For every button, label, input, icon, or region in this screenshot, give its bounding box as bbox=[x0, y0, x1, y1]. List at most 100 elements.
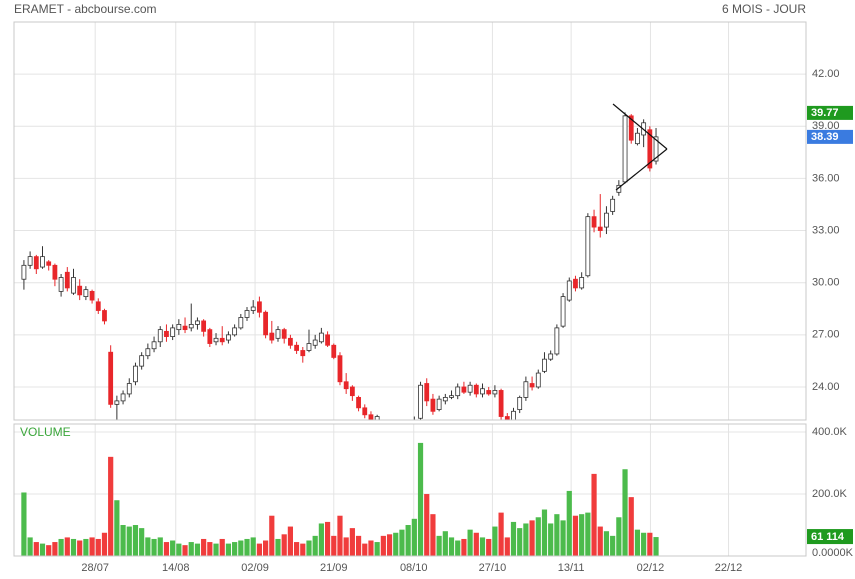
candle-body bbox=[102, 310, 107, 322]
candle-body bbox=[182, 325, 188, 331]
volume-bar bbox=[58, 538, 64, 556]
volume-bar bbox=[139, 528, 145, 556]
candle-body bbox=[269, 332, 275, 341]
volume-bar bbox=[399, 529, 405, 556]
volume-bar bbox=[430, 514, 436, 556]
candle-body bbox=[21, 264, 27, 280]
candle-body bbox=[388, 434, 392, 443]
candle-body bbox=[511, 410, 516, 420]
y2-tick-label: 0.0000K bbox=[812, 547, 854, 559]
volume-bar bbox=[95, 538, 101, 556]
candle-body bbox=[120, 393, 126, 402]
volume-bar bbox=[114, 500, 120, 556]
volume-bar bbox=[232, 542, 238, 556]
volume-bar bbox=[188, 542, 194, 556]
axis-labels: 24.00 27.00 30.00 33.00 36.00 39.00 42.00 0.000… bbox=[81, 68, 853, 574]
candle-body bbox=[412, 422, 416, 429]
x-tick-label: 28/07 bbox=[81, 562, 109, 574]
candle-body bbox=[318, 332, 324, 343]
candle-body bbox=[566, 280, 572, 301]
candle-body bbox=[368, 414, 374, 420]
candle-body bbox=[455, 386, 461, 397]
candle-body bbox=[157, 329, 163, 343]
candle-body bbox=[635, 132, 640, 145]
candle-body bbox=[653, 136, 659, 162]
candle-body bbox=[58, 277, 64, 292]
candle-body bbox=[498, 390, 504, 417]
candle-body bbox=[275, 329, 281, 339]
price-tag-label: 38.39 bbox=[811, 131, 839, 143]
candle-body bbox=[343, 381, 349, 390]
candle-body bbox=[126, 383, 132, 395]
y-tick-label: 33.00 bbox=[812, 224, 840, 236]
volume-title: VOLUME bbox=[20, 425, 71, 439]
candle-body bbox=[597, 226, 603, 231]
volume-bar bbox=[610, 535, 616, 556]
volume-bar bbox=[498, 512, 504, 556]
candles bbox=[21, 112, 659, 443]
candle-body bbox=[306, 343, 312, 351]
volume-bar bbox=[405, 525, 411, 556]
volume-bar bbox=[70, 538, 77, 556]
volume-bar bbox=[219, 538, 225, 556]
volume-bar bbox=[554, 514, 560, 556]
candle-body bbox=[195, 320, 200, 325]
candle-body bbox=[257, 301, 262, 313]
volume-bar bbox=[479, 537, 486, 556]
volume-bar bbox=[27, 537, 33, 556]
volume-bar bbox=[225, 543, 232, 556]
volume-bar bbox=[101, 532, 108, 556]
volume-bar bbox=[591, 473, 597, 556]
candle-body bbox=[628, 115, 634, 141]
candle-body bbox=[27, 256, 33, 266]
volume-bar bbox=[492, 526, 498, 556]
candle-body bbox=[436, 398, 442, 410]
candle-body bbox=[573, 278, 578, 289]
y-tick-label: 30.00 bbox=[812, 277, 840, 289]
x-tick-label: 08/10 bbox=[400, 562, 428, 574]
candle-body bbox=[604, 212, 609, 228]
candle-body bbox=[188, 324, 194, 329]
candle-body bbox=[492, 390, 498, 395]
candle-body bbox=[486, 390, 492, 395]
price-grid bbox=[14, 22, 806, 420]
candle-body bbox=[176, 324, 182, 331]
candle-body bbox=[33, 256, 39, 270]
x-tick-label: 27/10 bbox=[479, 562, 507, 574]
candle-body bbox=[77, 285, 83, 296]
volume-bar bbox=[108, 456, 114, 556]
candle-body bbox=[170, 327, 176, 337]
volume-bar bbox=[89, 537, 95, 556]
candle-body bbox=[585, 216, 591, 277]
candle-body bbox=[467, 384, 473, 393]
volume-bar bbox=[535, 517, 541, 556]
x-tick-label: 13/11 bbox=[558, 562, 585, 574]
candle-body bbox=[201, 320, 207, 332]
volume-tag bbox=[807, 529, 853, 545]
volume-bar bbox=[362, 543, 368, 556]
candle-body bbox=[331, 344, 337, 358]
volume-bar bbox=[83, 538, 89, 556]
candle-body bbox=[424, 383, 430, 402]
volume-bar bbox=[238, 540, 244, 556]
y-tick-label: 27.00 bbox=[812, 329, 840, 341]
candle-body bbox=[164, 330, 169, 337]
candle-body bbox=[473, 384, 479, 395]
candle-body bbox=[244, 310, 250, 318]
candle-body bbox=[622, 115, 628, 183]
candle-body bbox=[418, 384, 423, 419]
volume-bar bbox=[473, 532, 479, 556]
volume-bar bbox=[46, 545, 52, 556]
volume-bar bbox=[560, 520, 566, 556]
volume-bar bbox=[504, 537, 510, 556]
y2-tick-label: 400.0K bbox=[812, 426, 848, 438]
volume-bar bbox=[300, 543, 306, 556]
candle-body bbox=[83, 289, 89, 298]
candle-body bbox=[294, 344, 299, 351]
volume-bar bbox=[263, 540, 269, 556]
volume-bar bbox=[312, 535, 318, 556]
volume-tag-label: 61 114 bbox=[811, 531, 845, 543]
volume-bar bbox=[293, 542, 300, 556]
candle-body bbox=[133, 365, 138, 383]
